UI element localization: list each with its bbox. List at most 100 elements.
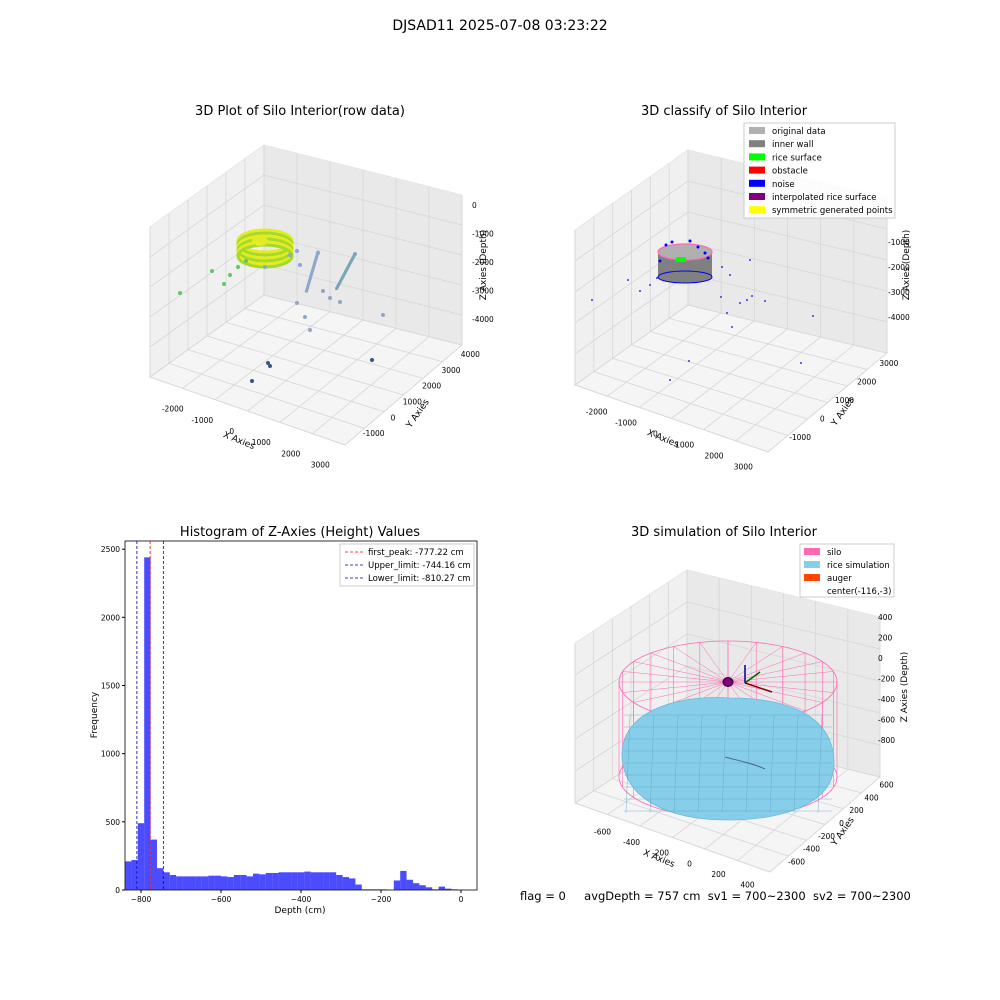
raw-data-point xyxy=(338,300,342,304)
histogram-bar xyxy=(413,883,420,890)
silo-wireframe xyxy=(673,646,729,683)
flag-text: flag = 0 xyxy=(520,889,566,903)
legend-entry: inner wall xyxy=(772,140,813,150)
raw-data-point xyxy=(295,301,299,305)
y-tick-label: 2500 xyxy=(101,545,120,554)
plot-frame xyxy=(124,540,478,891)
histogram-bar xyxy=(323,872,330,890)
rice-mesh-line xyxy=(769,714,775,814)
floor-grid-line xyxy=(767,352,888,453)
noise-point xyxy=(706,256,710,260)
noise-point xyxy=(739,302,741,304)
noise-point xyxy=(729,274,731,276)
z-tick-label: -2000 xyxy=(472,258,494,267)
x-tick-label: -2000 xyxy=(162,405,184,414)
raw-data-point xyxy=(298,263,302,267)
raw-data-point xyxy=(222,282,226,286)
histogram-bar xyxy=(329,872,337,890)
y-tick-label: -400 xyxy=(803,845,820,854)
y-tick-label: 1500 xyxy=(101,682,120,691)
rice-surface-points xyxy=(676,257,686,262)
histogram-bar xyxy=(349,878,356,890)
raw-data-point xyxy=(370,358,374,362)
noise-point xyxy=(764,300,766,302)
z-tick-label: 0 xyxy=(878,654,883,663)
noise-point xyxy=(720,296,722,298)
histogram-bar xyxy=(381,889,388,890)
figure-title: DJSAD11 2025-07-08 03:23:22 xyxy=(392,18,608,34)
histogram-bar xyxy=(150,839,157,890)
y-tick-label: 600 xyxy=(879,780,894,789)
legend-entry: noise xyxy=(772,180,795,190)
rice-mesh-line xyxy=(721,714,727,814)
y-tick-label: 3000 xyxy=(441,366,460,375)
floor-grid-line xyxy=(687,304,888,354)
silo-wireframe xyxy=(633,661,729,683)
z-tick-label: -200 xyxy=(878,675,895,684)
z-tick-label: -600 xyxy=(878,716,895,725)
y-tick-label: 0 xyxy=(820,414,825,423)
histogram-bar xyxy=(361,889,369,890)
z-tick-label: -1000 xyxy=(888,238,910,247)
rice-mesh-line xyxy=(625,714,631,814)
histogram-bar xyxy=(342,877,349,890)
silo-wireframe xyxy=(727,661,823,683)
y-tick-label: 2000 xyxy=(101,613,120,622)
status-footer: flag = 0 avgDepth = 757 cm sv1 = 700~230… xyxy=(520,889,911,903)
wall-trace-point xyxy=(304,289,309,293)
histogram-bar xyxy=(233,875,241,890)
x-tick-label: 400 xyxy=(740,881,755,890)
wall-grid-line xyxy=(574,242,888,324)
auger-axis-y xyxy=(744,671,761,684)
noise-point xyxy=(812,315,814,317)
histogram-bar xyxy=(157,868,164,890)
raw-data-point xyxy=(263,265,267,269)
raw-data-point xyxy=(250,379,254,383)
histogram-bar xyxy=(374,889,381,890)
y-tick-label: -600 xyxy=(788,858,805,867)
wall-trace-point xyxy=(335,286,339,291)
noise-point xyxy=(696,245,700,249)
histogram-bar xyxy=(208,875,215,890)
raw-data-point xyxy=(321,289,325,293)
histogram-bar xyxy=(400,870,407,890)
x-tick-label: 0 xyxy=(229,427,234,436)
inner-wall-points xyxy=(657,270,713,284)
legend-entry: interpolated rice surface xyxy=(772,193,877,203)
noise-point xyxy=(688,239,692,243)
raw-data-point xyxy=(288,253,292,257)
y-tick-label: 200 xyxy=(849,806,864,815)
histogram-bar xyxy=(221,876,228,890)
silo-wireframe xyxy=(727,646,783,683)
legend-entry: Lower_limit: -810.27 cm xyxy=(368,574,470,584)
z-tick-label: -3000 xyxy=(472,287,494,296)
raw-data-point xyxy=(210,269,214,273)
chart-title: 3D Plot of Silo Interior(row data) xyxy=(195,104,405,119)
raw-data-3d-plot: 3D Plot of Silo Interior(row data) -2000 -… xyxy=(148,104,494,469)
silo-wireframe xyxy=(727,681,823,703)
y-tick-label: 4000 xyxy=(461,350,480,359)
wall-grid-line xyxy=(149,174,463,258)
x-tick-label: 1000 xyxy=(675,441,694,450)
histogram-bar xyxy=(272,872,279,890)
rice-ring-points xyxy=(252,236,268,246)
noise-point xyxy=(649,284,651,286)
sv2-text: sv2 = 700~2300 xyxy=(812,889,911,903)
rice-mesh-line xyxy=(697,714,703,814)
histogram-bar xyxy=(182,876,189,890)
histogram-bar xyxy=(425,887,433,890)
noise-point xyxy=(746,299,748,301)
y-tick-label: -1000 xyxy=(789,433,811,442)
x-tick-label: -600 xyxy=(594,827,611,836)
noise-point xyxy=(726,312,728,314)
noise-point xyxy=(721,266,723,268)
rice-mesh-line xyxy=(793,714,799,814)
raw-data-point xyxy=(328,296,332,300)
noise-point xyxy=(749,259,751,261)
y-axis-label: Frequency xyxy=(90,691,100,738)
raw-data-point xyxy=(178,291,182,295)
silo-wireframe xyxy=(699,642,729,683)
histogram-bar xyxy=(137,823,145,890)
silo-wireframe xyxy=(622,681,729,693)
z-axis-label: Z Axies (Depth) xyxy=(902,230,912,301)
